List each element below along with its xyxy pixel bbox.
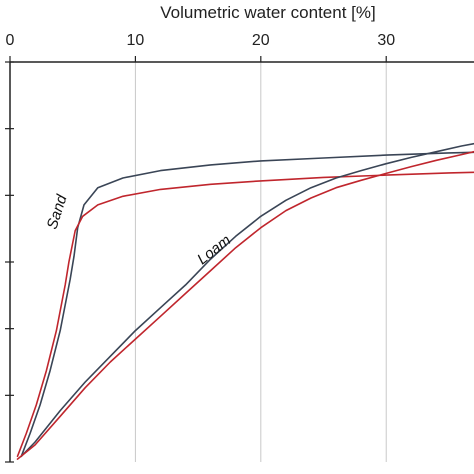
series-line-3	[20, 142, 474, 458]
curve-label-loam: Loam	[194, 232, 234, 269]
curve-label-sand: Sand	[44, 192, 71, 231]
x-tick-label-10: 10	[127, 32, 145, 49]
grid-layer	[134, 62, 387, 462]
x-tick-label-0: 0	[6, 32, 15, 49]
series-line-2	[16, 171, 474, 458]
annotation-layer: Sand Loam	[44, 192, 235, 268]
x-axis-title: Volumetric water content [%]	[160, 3, 375, 22]
axes-layer	[9, 61, 474, 462]
series-layer	[16, 142, 474, 460]
ticks-layer: 0 10 20 30	[5, 32, 395, 463]
series-line-1	[20, 151, 474, 458]
x-tick-label-30: 30	[377, 32, 395, 49]
x-tick-label-20: 20	[252, 32, 270, 49]
series-line-4	[16, 150, 474, 460]
